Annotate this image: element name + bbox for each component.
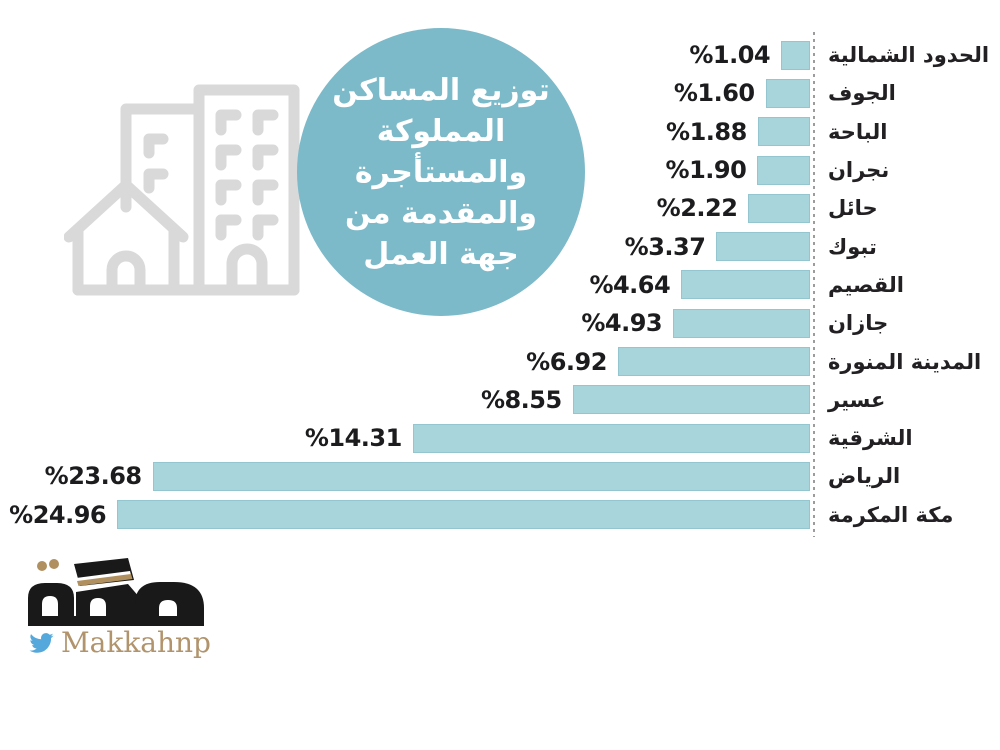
bar-row: %3.37 تبوك bbox=[0, 227, 1000, 265]
region-label: تبوك bbox=[828, 234, 877, 259]
region-label: الباحة bbox=[828, 119, 888, 144]
bar bbox=[152, 461, 810, 491]
bar bbox=[757, 155, 810, 185]
bar-zone: %24.96 bbox=[0, 500, 810, 530]
bar bbox=[572, 385, 810, 415]
bar-row: %6.92 المدينة المنورة bbox=[0, 342, 1000, 380]
bar bbox=[716, 232, 810, 262]
bar-value-label: %24.96 bbox=[9, 500, 107, 529]
social-row: Makkahnp bbox=[28, 628, 211, 658]
region-label: الشرقية bbox=[828, 426, 913, 451]
bar bbox=[117, 500, 810, 530]
bar-row: %2.22 حائل bbox=[0, 189, 1000, 227]
bar-zone: %2.22 bbox=[0, 193, 810, 223]
bar bbox=[681, 270, 810, 300]
bar-zone: %23.68 bbox=[0, 461, 810, 491]
bar-value-label: %1.90 bbox=[665, 156, 747, 185]
chart-title-line: جهة العمل bbox=[363, 236, 519, 272]
region-label: نجران bbox=[828, 158, 890, 183]
bar-value-label: %14.31 bbox=[304, 424, 402, 453]
bar-zone: %1.60 bbox=[0, 78, 810, 108]
bar-row: %8.55 عسير bbox=[0, 381, 1000, 419]
bar-zone: %6.92 bbox=[0, 347, 810, 377]
bar bbox=[765, 78, 810, 108]
bar-row: %4.64 القصيم bbox=[0, 266, 1000, 304]
buildings-house-icon bbox=[64, 84, 300, 296]
bar-value-label: %2.22 bbox=[656, 194, 738, 223]
bar-value-label: %1.04 bbox=[689, 41, 771, 70]
bar bbox=[412, 423, 810, 453]
bar-value-label: %23.68 bbox=[44, 462, 142, 491]
bar-zone: %14.31 bbox=[0, 423, 810, 453]
region-label: جازان bbox=[828, 311, 889, 336]
kaaba-makkah-logo-icon bbox=[28, 558, 204, 626]
bar-row: %24.96 مكة المكرمة bbox=[0, 496, 1000, 534]
bar-row: %4.93 جازان bbox=[0, 304, 1000, 342]
bar-chart: %1.04 الحدود الشمالية %1.60 الجوف %1.88 bbox=[0, 36, 1000, 534]
bar-row: %23.68 الرياض bbox=[0, 457, 1000, 495]
bar-row: %1.04 الحدود الشمالية bbox=[0, 36, 1000, 74]
region-label: المدينة المنورة bbox=[828, 349, 982, 374]
region-label: الجوف bbox=[828, 81, 896, 106]
bar-value-label: %8.55 bbox=[480, 385, 562, 414]
bar-zone: %4.64 bbox=[0, 270, 810, 300]
bar-row: %14.31 الشرقية bbox=[0, 419, 1000, 457]
chart-title-line: والمستأجرة bbox=[354, 154, 528, 190]
twitter-icon bbox=[29, 633, 54, 653]
region-label: حائل bbox=[828, 196, 878, 221]
bar-row: %1.60 الجوف bbox=[0, 74, 1000, 112]
bar bbox=[781, 40, 810, 70]
chart-title-line: والمقدمة من bbox=[345, 195, 538, 231]
bar-zone: %8.55 bbox=[0, 385, 810, 415]
bar bbox=[757, 117, 810, 147]
region-label: مكة المكرمة bbox=[828, 502, 954, 527]
bar-value-label: %3.37 bbox=[624, 232, 706, 261]
bar bbox=[673, 308, 810, 338]
bar-row: %1.88 الباحة bbox=[0, 113, 1000, 151]
bar-value-label: %4.64 bbox=[589, 270, 671, 299]
twitter-handle: Makkahnp bbox=[61, 626, 211, 659]
bar-value-label: %4.93 bbox=[581, 309, 663, 338]
bar-zone: %1.04 bbox=[0, 40, 810, 70]
chart-title-circle: توزيع المساكن المملوكة والمستأجرة والمقدمة … bbox=[297, 28, 585, 316]
bar bbox=[748, 193, 810, 223]
region-label: القصيم bbox=[828, 272, 904, 297]
bar bbox=[617, 347, 810, 377]
region-label: عسير bbox=[828, 387, 886, 412]
bar-value-label: %6.92 bbox=[526, 347, 607, 376]
region-label: الرياض bbox=[828, 464, 901, 489]
bar-value-label: %1.88 bbox=[666, 117, 747, 146]
chart-title-line: المملوكة bbox=[376, 113, 506, 149]
bar-zone: %4.93 bbox=[0, 308, 810, 338]
bar-row: %1.90 نجران bbox=[0, 151, 1000, 189]
chart-title-line: توزيع المساكن bbox=[332, 72, 550, 108]
axis-line bbox=[813, 32, 815, 537]
bar-value-label: %1.60 bbox=[673, 79, 755, 108]
bar-zone: %1.88 bbox=[0, 117, 810, 147]
bar-zone: %1.90 bbox=[0, 155, 810, 185]
region-label: الحدود الشمالية bbox=[828, 43, 990, 68]
bar-zone: %3.37 bbox=[0, 232, 810, 262]
